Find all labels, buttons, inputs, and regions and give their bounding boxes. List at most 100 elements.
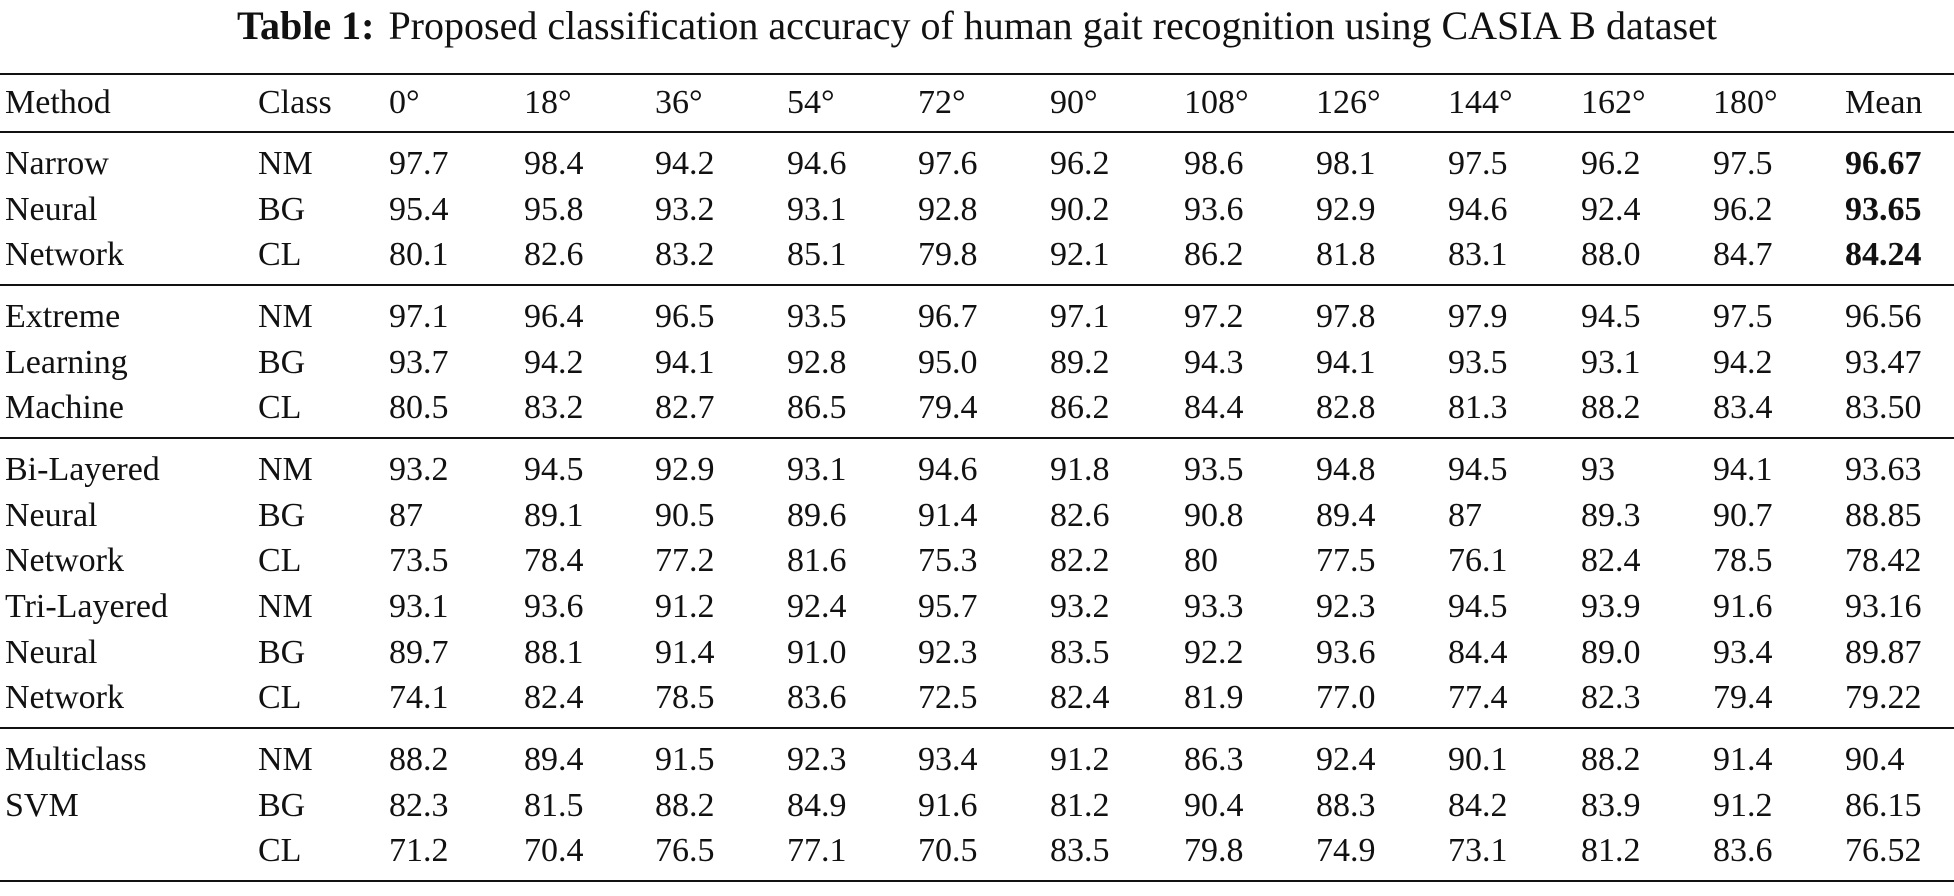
- accuracy-cell: 93.9: [1581, 588, 1641, 626]
- accuracy-cell: 94.6: [918, 450, 978, 488]
- accuracy-cell: 95.7: [918, 588, 978, 626]
- accuracy-cell: 93.3: [1184, 588, 1244, 626]
- accuracy-cell: 81.6: [787, 542, 847, 580]
- method-cell: Bi-Layered: [5, 450, 160, 488]
- accuracy-cell: 84.2: [1448, 786, 1508, 824]
- class-cell: NM: [258, 741, 313, 779]
- table-row: Neural BG 89.7 88.1 91.4 91.0 92.3 83.5 92.2 93.6…: [0, 630, 1954, 676]
- accuracy-cell: 88.2: [1581, 741, 1641, 779]
- method-cell: Network: [5, 542, 124, 580]
- column-header: Method: [0, 73, 253, 133]
- accuracy-cell: 94.6: [1448, 190, 1508, 228]
- table-row: CL 71.2 70.4 76.5 77.1 70.5 83.5 79.8 74.9 73.1 81…: [0, 828, 1954, 883]
- accuracy-cell: 82.8: [1311, 385, 1443, 440]
- accuracy-cell: 92.4: [787, 588, 847, 626]
- caption-label: Table 1:: [236, 3, 375, 48]
- column-header: 180°: [1708, 73, 1840, 133]
- column-header: 108°: [1179, 73, 1311, 133]
- class-cell: CL: [253, 232, 384, 287]
- column-header: 144°: [1443, 73, 1576, 133]
- column-header: Mean: [1840, 73, 1954, 133]
- accuracy-cell: 91.6: [918, 786, 978, 824]
- mean-cell: 96.67: [1845, 144, 1922, 182]
- accuracy-cell: 89.0: [1581, 633, 1641, 671]
- accuracy-cell: 94.5: [1581, 297, 1641, 335]
- accuracy-cell: 89.4: [524, 741, 584, 779]
- table-row: Narrow NM 97.7 98.4 94.2 94.6 97.6 96.2 98.6 98.1…: [0, 132, 1954, 187]
- mean-cell: 76.52: [1840, 828, 1954, 883]
- method-cell: Multiclass: [5, 741, 147, 779]
- accuracy-cell: 78.4: [524, 542, 584, 580]
- method-cell: Machine: [0, 385, 253, 440]
- table-header: Method Class 0° 18° 36° 54° 72° 90° 108° 126° 144°…: [0, 73, 1954, 133]
- method-cell: Neural: [5, 190, 98, 228]
- mean-cell: 89.87: [1845, 633, 1922, 671]
- mean-cell: 93.65: [1845, 190, 1922, 228]
- accuracy-cell: 96.5: [655, 297, 715, 335]
- accuracy-cell: 91.8: [1050, 450, 1110, 488]
- accuracy-cell: 93.5: [1448, 343, 1508, 381]
- method-cell: Neural: [5, 633, 98, 671]
- accuracy-cell: 93.2: [655, 190, 715, 228]
- accuracy-cell: 91.0: [787, 633, 847, 671]
- accuracy-cell: 82.3: [1576, 675, 1708, 730]
- accuracy-cell: 92.9: [655, 450, 715, 488]
- accuracy-cell: 93.4: [918, 741, 978, 779]
- accuracy-cell: 89.7: [389, 633, 449, 671]
- table-row: Extreme NM 97.1 96.4 96.5 93.5 96.7 97.1 97.2 97.…: [0, 285, 1954, 340]
- accuracy-cell: 93.1: [787, 190, 847, 228]
- accuracy-cell: 79.4: [1708, 675, 1840, 730]
- table-caption: Table 1: Proposed classification accuracy…: [0, 0, 1954, 54]
- accuracy-cell: 93.6: [1316, 633, 1376, 671]
- table-row: Learning BG 93.7 94.2 94.1 92.8 95.0 89.2 94.3 94…: [0, 340, 1954, 386]
- accuracy-cell: 89.2: [1050, 343, 1110, 381]
- accuracy-cell: 87: [389, 496, 423, 534]
- accuracy-cell: 95.0: [918, 343, 978, 381]
- accuracy-cell: 91.2: [1713, 786, 1773, 824]
- accuracy-cell: 89.3: [1581, 496, 1641, 534]
- mean-cell: 78.42: [1845, 542, 1922, 580]
- accuracy-cell: 92.8: [918, 190, 978, 228]
- accuracy-cell: 83.9: [1581, 786, 1641, 824]
- accuracy-cell: 85.1: [782, 232, 913, 287]
- table-row: Tri-Layered NM 93.1 93.6 91.2 92.4 95.7 93.2 93.…: [0, 584, 1954, 630]
- accuracy-cell: 81.2: [1576, 828, 1708, 883]
- accuracy-cell: 82.4: [519, 675, 650, 730]
- accuracy-cell: 96.2: [1581, 144, 1641, 182]
- class-cell: BG: [258, 343, 306, 381]
- accuracy-cell: 93.2: [389, 450, 449, 488]
- class-cell: BG: [258, 786, 306, 824]
- table-row: Multiclass NM 88.2 89.4 91.5 92.3 93.4 91.2 86.3…: [0, 728, 1954, 783]
- column-header: 18°: [519, 73, 650, 133]
- mean-cell: 93.47: [1845, 343, 1922, 381]
- accuracy-cell: 94.1: [1316, 343, 1376, 381]
- accuracy-cell: 93.2: [1050, 588, 1110, 626]
- accuracy-cell: 94.3: [1184, 343, 1244, 381]
- accuracy-cell: 87: [1448, 496, 1482, 534]
- accuracy-cell: 83.2: [650, 232, 782, 287]
- accuracy-cell: 81.3: [1443, 385, 1576, 440]
- accuracy-cell: 73.5: [389, 542, 449, 580]
- accuracy-cell: 92.4: [1316, 741, 1376, 779]
- accuracy-cell: 74.9: [1311, 828, 1443, 883]
- class-cell: NM: [258, 144, 313, 182]
- accuracy-cell: 93.5: [787, 297, 847, 335]
- accuracy-cell: 94.5: [1448, 588, 1508, 626]
- accuracy-cell: 97.9: [1448, 297, 1508, 335]
- accuracy-cell: 77.0: [1311, 675, 1443, 730]
- accuracy-cell: 88.2: [389, 741, 449, 779]
- accuracy-cell: 94.2: [524, 343, 584, 381]
- accuracy-cell: 71.2: [384, 828, 519, 883]
- column-header: Class: [253, 73, 384, 133]
- accuracy-cell: 82.6: [519, 232, 650, 287]
- method-cell: Network: [0, 232, 253, 287]
- method-cell: Learning: [5, 343, 128, 381]
- method-cell: Network: [0, 675, 253, 730]
- accuracy-cell: 93.7: [389, 343, 449, 381]
- accuracy-cell: 97.5: [1448, 144, 1508, 182]
- accuracy-cell: 81.2: [1050, 786, 1110, 824]
- accuracy-cell: 95.8: [524, 190, 584, 228]
- table-row: Bi-Layered NM 93.2 94.5 92.9 93.1 94.6 91.8 93.5…: [0, 438, 1954, 493]
- method-cell: Narrow: [5, 144, 109, 182]
- accuracy-cell: 97.5: [1713, 144, 1773, 182]
